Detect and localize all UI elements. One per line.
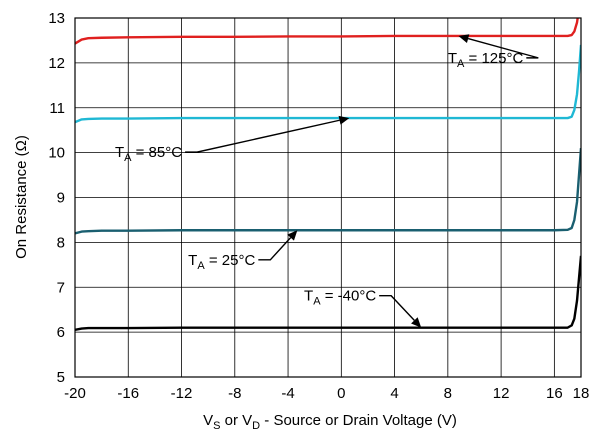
annotation-arrowhead-2 [287,230,298,241]
x-tick-label: 8 [444,385,452,402]
x-title-sub-s: S [213,420,220,432]
annotation-label-3: TA = -40°C [304,288,376,308]
x-title-rest: - Source or Drain Voltage (V) [260,412,457,429]
y-tick-label: 12 [48,55,65,72]
x-tick-label: -4 [281,385,294,402]
series-line-1 [75,44,581,124]
x-tick-label: 18 [573,385,590,402]
annotation-label-1: TA = 85°C [115,144,182,164]
annotation-leader-3 [379,295,415,321]
annotation-leader-2 [258,237,292,261]
series-lines [75,18,581,332]
x-tick-label: 16 [546,385,563,402]
annotation-label-2: TA = 25°C [188,252,255,272]
x-title-sub-d: D [252,420,260,432]
y-tick-label: 7 [57,279,65,296]
x-tick-label: 4 [390,385,398,402]
tick-labels: -20 -16 -12 -8 -4 0 4 8 12 16 18 5 6 7 8 9 10 11 12 13 [48,10,589,402]
x-tick-label: -20 [64,385,86,402]
annotation-leader-0 [467,37,539,59]
series-line-2 [75,148,581,235]
annotation-arrowhead-0 [458,34,470,43]
y-tick-label: 8 [57,234,65,251]
y-tick-label: 6 [57,324,65,341]
y-tick-label: 10 [48,145,65,162]
annotation-label-0: TA = 125°C [448,50,524,70]
x-tick-label: 0 [337,385,345,402]
y-axis-title: On Resistance (Ω) [13,135,30,259]
annotation-arrowhead-1 [338,115,350,125]
annotation-leader-1 [185,119,340,153]
series-line-3 [75,255,581,332]
y-tick-label: 5 [57,369,65,386]
grid [75,18,581,377]
x-tick-label: -16 [117,385,139,402]
plot-frame [74,17,582,378]
x-tick-label: -8 [228,385,241,402]
x-title-or: or V [220,412,252,429]
x-tick-label: -12 [171,385,193,402]
y-tick-label: 9 [57,190,65,207]
series-line-0 [75,18,579,45]
annotation-arrowhead-3 [411,317,422,328]
annotations: TA = 125°C TA = 85°C TA = 25°C TA = -40°C [115,34,539,328]
y-tick-label: 13 [48,10,65,27]
x-axis-title: VS or VD - Source or Drain Voltage (V) [203,412,457,432]
y-tick-label: 11 [49,100,65,117]
x-title-v: V [203,412,213,429]
x-tick-label: 12 [493,385,510,402]
